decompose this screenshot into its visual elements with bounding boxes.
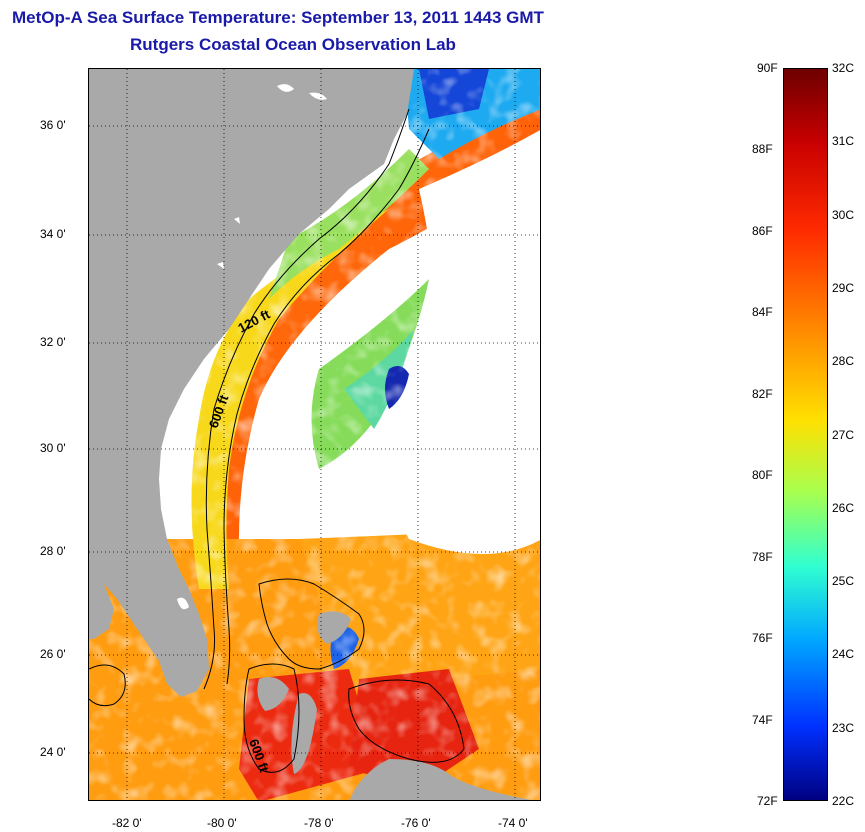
lake xyxy=(177,597,189,610)
land-bahamas xyxy=(257,676,289,711)
map-subtitle: Rutgers Coastal Ocean Observation Lab xyxy=(130,35,456,54)
celsius-tick-label: 28C xyxy=(832,354,855,369)
longitude-tick-label: -74 0' xyxy=(498,816,528,830)
land-us-coast xyxy=(89,69,414,697)
latitude-tick-label: 34 0' xyxy=(40,227,66,241)
isobath-120ft xyxy=(203,108,410,690)
temperature-colorbar xyxy=(783,68,828,801)
sst-map: 120 ft 600 ft 600 ft xyxy=(88,68,541,801)
fahrenheit-tick-label: 74F xyxy=(752,712,773,727)
fahrenheit-tick-label: 90F xyxy=(757,61,778,75)
land-bahamas xyxy=(291,693,317,774)
longitude-tick-label: -76 0' xyxy=(401,816,431,830)
celsius-tick-label: 25C xyxy=(832,574,855,589)
fahrenheit-tick-label: 84F xyxy=(752,305,773,320)
lake xyxy=(234,217,240,224)
land-cuba xyxy=(349,759,532,800)
isobath-bahamas xyxy=(258,578,365,670)
lake xyxy=(217,262,224,269)
celsius-tick-label: 24C xyxy=(832,647,855,662)
fahrenheit-tick-label: 86F xyxy=(752,223,773,238)
latitude-tick-label: 28 0' xyxy=(40,544,66,558)
cloud-region-east xyxy=(396,130,540,554)
celsius-tick-label: 32C xyxy=(832,61,855,75)
latitude-tick-label: 36 0' xyxy=(40,118,66,132)
isobath-bahamas xyxy=(348,679,465,763)
isobath-600ft xyxy=(223,128,430,685)
isobath-keys xyxy=(89,664,126,707)
longitude-tick-label: -80 0' xyxy=(207,816,237,830)
fahrenheit-tick-label: 78F xyxy=(752,549,773,564)
fahrenheit-tick-label: 80F xyxy=(752,468,773,483)
isobath-bahamas xyxy=(243,663,300,773)
celsius-tick-label: 31C xyxy=(832,134,855,149)
celsius-tick-label: 26C xyxy=(832,500,855,515)
celsius-tick-label: 23C xyxy=(832,720,855,735)
fahrenheit-tick-label: 88F xyxy=(752,142,773,157)
celsius-tick-label: 22C xyxy=(832,794,855,808)
fahrenheit-tick-label: 76F xyxy=(752,631,773,646)
latitude-tick-label: 30 0' xyxy=(40,441,66,455)
map-title: MetOp-A Sea Surface Temperature: Septemb… xyxy=(12,8,544,27)
latitude-tick-label: 32 0' xyxy=(40,335,66,349)
fahrenheit-tick-label: 72F xyxy=(757,794,778,808)
land-bahamas xyxy=(317,611,351,644)
celsius-tick-label: 27C xyxy=(832,427,855,442)
latitude-tick-label: 26 0' xyxy=(40,647,66,661)
latitude-tick-label: 24 0' xyxy=(40,745,66,759)
fahrenheit-tick-label: 82F xyxy=(752,386,773,401)
longitude-tick-label: -82 0' xyxy=(112,816,142,830)
longitude-tick-label: -78 0' xyxy=(304,816,334,830)
celsius-tick-label: 30C xyxy=(832,207,855,222)
lake xyxy=(277,84,294,92)
lake xyxy=(309,92,327,100)
celsius-tick-label: 29C xyxy=(832,280,855,295)
land-florida-keys xyxy=(89,574,114,639)
